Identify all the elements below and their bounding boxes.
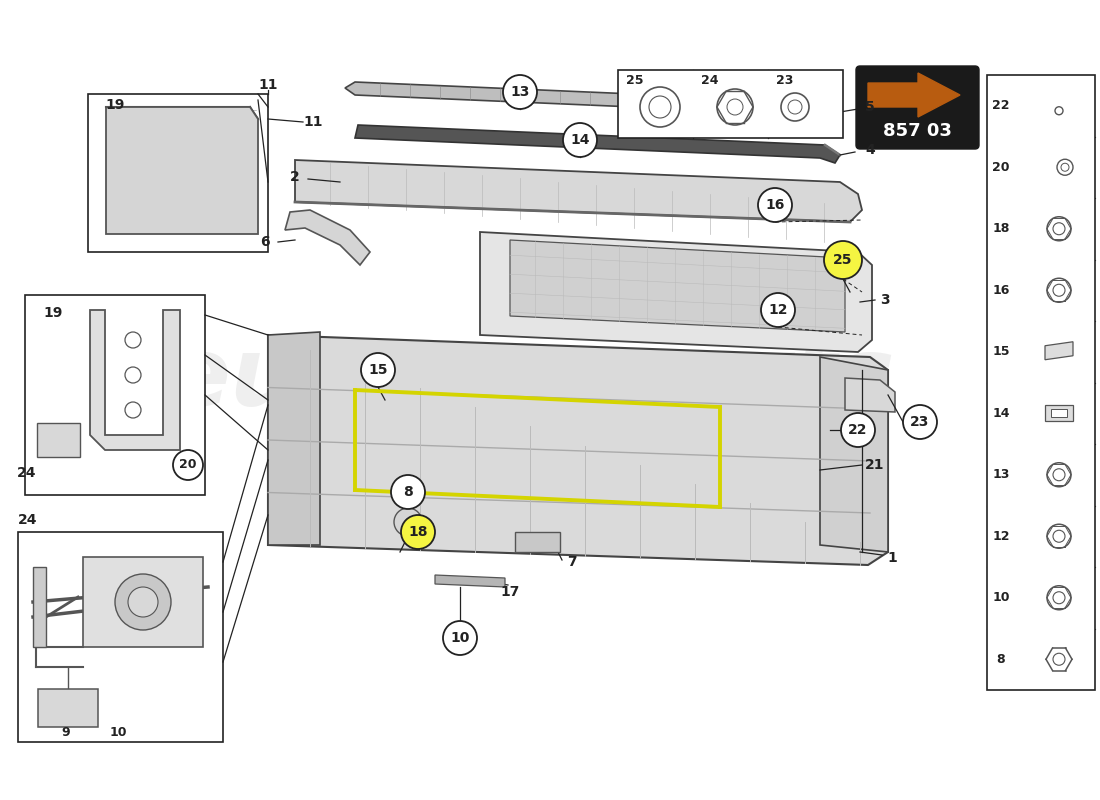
Polygon shape xyxy=(355,125,840,163)
Bar xyxy=(987,75,1094,690)
Text: 8: 8 xyxy=(997,653,1005,666)
Bar xyxy=(515,532,560,552)
Text: 12: 12 xyxy=(992,530,1010,542)
Text: 19: 19 xyxy=(106,98,124,112)
Text: 18: 18 xyxy=(992,222,1010,235)
Text: 10: 10 xyxy=(109,726,126,739)
Circle shape xyxy=(758,188,792,222)
Circle shape xyxy=(116,574,170,630)
FancyBboxPatch shape xyxy=(856,66,979,149)
Text: 2: 2 xyxy=(290,170,300,184)
Circle shape xyxy=(394,508,422,536)
Bar xyxy=(25,295,205,495)
Text: 5: 5 xyxy=(865,100,874,114)
Text: 8: 8 xyxy=(403,485,412,499)
Text: 857 03: 857 03 xyxy=(883,122,952,140)
Bar xyxy=(88,94,268,252)
Text: 10: 10 xyxy=(992,591,1010,604)
Bar xyxy=(82,557,204,647)
Bar xyxy=(1050,410,1067,418)
Circle shape xyxy=(443,621,477,655)
Polygon shape xyxy=(285,210,370,265)
Text: 25: 25 xyxy=(834,253,852,267)
Text: 13: 13 xyxy=(510,85,530,99)
Text: 6: 6 xyxy=(261,235,270,249)
Polygon shape xyxy=(510,240,845,332)
Text: 24: 24 xyxy=(702,74,718,86)
Text: 21: 21 xyxy=(866,458,884,472)
Text: 7: 7 xyxy=(568,555,576,569)
Text: 15: 15 xyxy=(368,363,387,377)
Bar xyxy=(1045,406,1072,422)
Circle shape xyxy=(824,241,862,279)
Polygon shape xyxy=(345,82,840,120)
Text: 24: 24 xyxy=(19,513,37,527)
Polygon shape xyxy=(268,335,888,565)
Text: a passion for parts since 1985: a passion for parts since 1985 xyxy=(320,466,740,494)
Circle shape xyxy=(125,367,141,383)
Text: 10: 10 xyxy=(450,631,470,645)
Text: 19: 19 xyxy=(43,306,63,320)
Text: 23: 23 xyxy=(777,74,794,86)
Text: 22: 22 xyxy=(848,423,868,437)
Polygon shape xyxy=(868,73,960,117)
Text: 1: 1 xyxy=(887,551,896,565)
Polygon shape xyxy=(106,107,258,234)
Text: 20: 20 xyxy=(992,161,1010,174)
Circle shape xyxy=(390,475,425,509)
Text: 11: 11 xyxy=(258,78,277,92)
Text: 25: 25 xyxy=(626,74,644,86)
Text: 11: 11 xyxy=(304,115,322,129)
Polygon shape xyxy=(1045,342,1072,360)
Text: 22: 22 xyxy=(992,99,1010,112)
Text: 20: 20 xyxy=(179,458,197,471)
Polygon shape xyxy=(845,378,895,412)
Text: 15: 15 xyxy=(992,346,1010,358)
Circle shape xyxy=(173,450,204,480)
Text: 9: 9 xyxy=(62,726,70,739)
Text: 16: 16 xyxy=(992,284,1010,297)
Circle shape xyxy=(402,515,434,549)
Circle shape xyxy=(563,123,597,157)
Bar xyxy=(618,70,843,138)
Bar xyxy=(18,532,223,742)
Circle shape xyxy=(361,353,395,387)
Text: 18: 18 xyxy=(408,525,428,539)
Bar xyxy=(39,689,98,727)
Circle shape xyxy=(903,405,937,439)
Text: 12: 12 xyxy=(768,303,788,317)
Circle shape xyxy=(128,587,158,617)
Polygon shape xyxy=(90,310,180,450)
Text: 3: 3 xyxy=(880,293,890,307)
Polygon shape xyxy=(33,567,46,647)
Text: eurocарparts: eurocарparts xyxy=(165,334,895,426)
Text: 23: 23 xyxy=(911,415,930,429)
Text: 4: 4 xyxy=(865,143,874,157)
Circle shape xyxy=(125,402,141,418)
Text: 14: 14 xyxy=(570,133,590,147)
Text: 24: 24 xyxy=(16,466,36,480)
Text: 16: 16 xyxy=(766,198,784,212)
Polygon shape xyxy=(480,232,872,352)
Circle shape xyxy=(842,413,874,447)
Text: 17: 17 xyxy=(500,585,519,599)
Polygon shape xyxy=(434,575,505,587)
Circle shape xyxy=(503,75,537,109)
Circle shape xyxy=(125,332,141,348)
Circle shape xyxy=(761,293,795,327)
Polygon shape xyxy=(295,160,862,222)
Text: 14: 14 xyxy=(992,406,1010,420)
Text: 13: 13 xyxy=(992,468,1010,482)
Polygon shape xyxy=(820,357,888,552)
Polygon shape xyxy=(268,332,320,545)
Polygon shape xyxy=(37,423,80,457)
